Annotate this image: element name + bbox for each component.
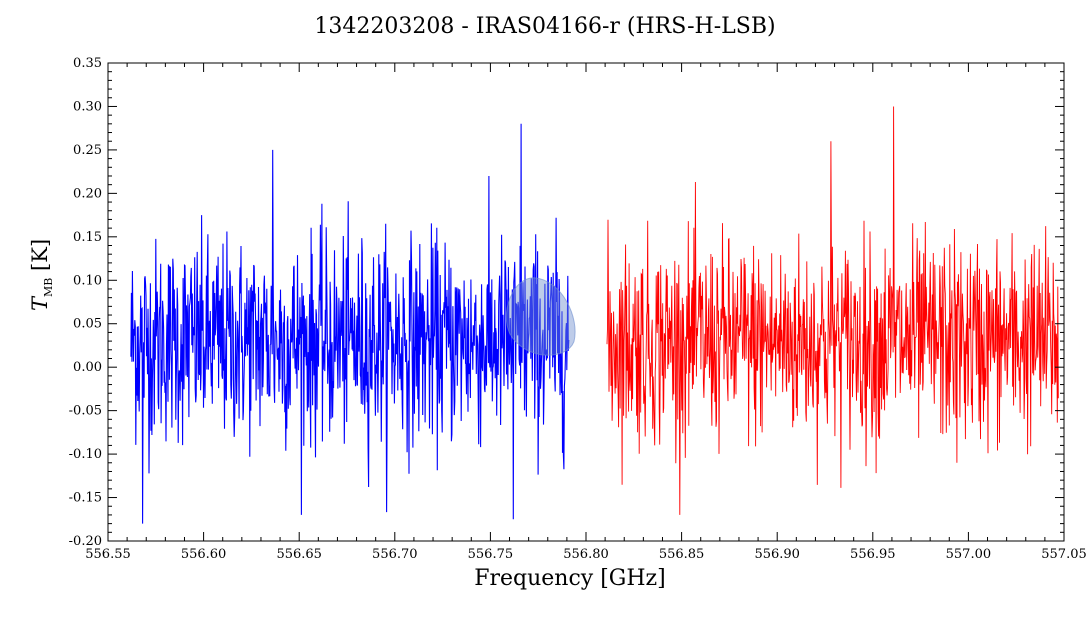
y-tick-label: 0.10: [73, 273, 102, 288]
annotation-layer: [505, 277, 576, 356]
y-tick-label: 0.00: [73, 360, 102, 375]
y-tick-label: -0.20: [69, 534, 102, 549]
y-tick-label: 0.05: [73, 317, 102, 332]
x-tick-label: 557.05: [1041, 547, 1087, 562]
x-tick-label: 557.00: [946, 547, 992, 562]
y-tick-label: -0.15: [69, 491, 102, 506]
x-tick-label: 556.55: [85, 547, 131, 562]
series-line-blue: [130, 123, 570, 524]
y-tick-label: -0.10: [69, 447, 102, 462]
y-tick-label: -0.05: [69, 404, 102, 419]
y-tick-label: 0.15: [73, 230, 102, 245]
x-tick-label: 556.70: [372, 547, 418, 562]
chart-title: 1342203208 - IRAS04166-r (HRS-H-LSB): [314, 14, 776, 39]
x-axis-label: Frequency [GHz]: [474, 566, 666, 591]
x-tick-label: 556.90: [754, 547, 800, 562]
series-line-red: [606, 106, 1059, 515]
x-tick-label: 556.85: [659, 547, 705, 562]
x-tick-label: 556.80: [563, 547, 609, 562]
y-tick-label: 0.20: [73, 186, 102, 201]
x-tick-label: 556.60: [181, 547, 227, 562]
y-tick-label: 0.25: [73, 143, 102, 158]
annotation-lobe: [505, 277, 576, 356]
axes-layer: 556.55 556.60 556.65 556.70 556.75 556.80 556.…: [69, 56, 1087, 562]
x-tick-label: 556.95: [850, 547, 896, 562]
y-tick-label: 0.35: [73, 56, 102, 71]
y-tick-label: 0.30: [73, 99, 102, 114]
series-layer: [130, 106, 1059, 524]
x-tick-label: 556.65: [276, 547, 322, 562]
x-tick-label: 556.75: [468, 547, 514, 562]
